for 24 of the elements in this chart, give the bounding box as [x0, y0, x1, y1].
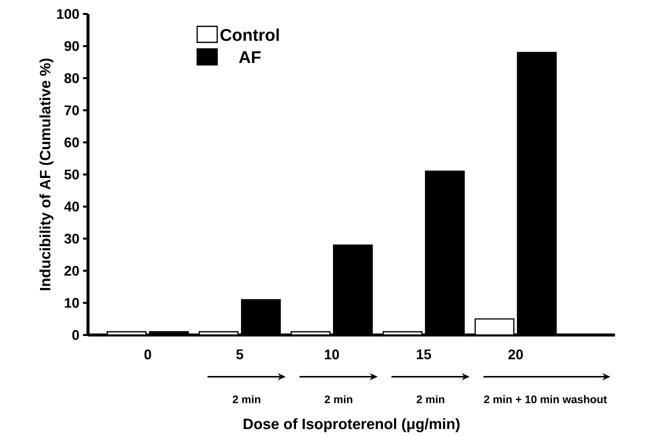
- y-tick-label: 10: [64, 298, 79, 308]
- y-tick-label: 0: [72, 330, 79, 340]
- y-tick-label: 80: [64, 73, 79, 84]
- x-tick-label: 20: [508, 349, 523, 360]
- y-tick-label: 30: [64, 234, 79, 244]
- y-tick-label: 100: [57, 9, 79, 19]
- y-tick-label: 50: [64, 170, 79, 180]
- y-tick-label: 70: [64, 105, 79, 116]
- legend-label: AF: [239, 51, 261, 63]
- y-tick-label: 90: [64, 41, 79, 52]
- y-tick-label: 60: [64, 137, 79, 148]
- x-tick-label: 0: [144, 349, 152, 360]
- text: 2 min: [416, 395, 444, 404]
- text: 2 min + 10 min washout: [484, 395, 607, 404]
- y-tick-label: 40: [64, 202, 79, 212]
- y-axis-title: Inducibility of AF (Cumulative %): [39, 58, 54, 290]
- text: 2 min: [232, 395, 260, 404]
- legend-label: Control: [220, 28, 279, 41]
- x-tick-label: 10: [324, 349, 339, 360]
- y-tick-label: 20: [64, 266, 79, 276]
- x-tick-label: 5: [236, 350, 244, 360]
- text: 2 min: [324, 395, 352, 404]
- x-tick-label: 15: [416, 350, 432, 360]
- x-axis-title: Dose of Isoproterenol (μg/min): [244, 418, 460, 432]
